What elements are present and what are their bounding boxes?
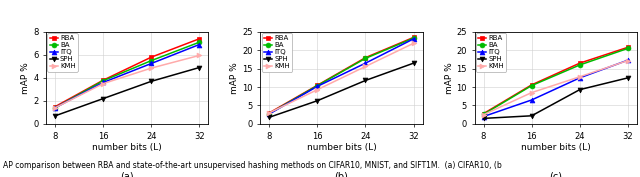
ITQ bbox=[266, 113, 273, 115]
KMH bbox=[314, 89, 321, 91]
KMH bbox=[266, 112, 273, 114]
ITQ bbox=[624, 59, 632, 61]
RBA bbox=[266, 112, 273, 114]
Legend: RBA, BA, ITQ, SPH, KMH: RBA, BA, ITQ, SPH, KMH bbox=[262, 33, 292, 72]
Line: KMH: KMH bbox=[52, 53, 202, 110]
Line: RBA: RBA bbox=[267, 35, 416, 115]
KMH bbox=[99, 83, 107, 85]
BA bbox=[51, 107, 59, 109]
ITQ bbox=[528, 99, 536, 101]
Line: BA: BA bbox=[52, 40, 202, 110]
KMH bbox=[410, 42, 417, 44]
RBA bbox=[147, 56, 155, 58]
Line: ITQ: ITQ bbox=[52, 42, 202, 110]
BA bbox=[624, 47, 632, 50]
Line: BA: BA bbox=[481, 46, 630, 117]
SPH bbox=[528, 115, 536, 117]
RBA bbox=[528, 84, 536, 86]
SPH bbox=[362, 79, 369, 82]
Y-axis label: mAP %: mAP % bbox=[230, 62, 239, 94]
BA bbox=[362, 57, 369, 59]
RBA bbox=[195, 38, 203, 40]
BA bbox=[195, 41, 203, 43]
ITQ bbox=[480, 115, 488, 118]
Line: KMH: KMH bbox=[481, 58, 630, 117]
Text: AP comparison between RBA and state-of-the-art unsupervised hashing methods on C: AP comparison between RBA and state-of-t… bbox=[3, 161, 502, 170]
KMH bbox=[147, 67, 155, 69]
SPH bbox=[195, 67, 203, 69]
ITQ bbox=[51, 107, 59, 109]
Legend: RBA, BA, ITQ, SPH, KMH: RBA, BA, ITQ, SPH, KMH bbox=[476, 33, 506, 72]
BA bbox=[528, 85, 536, 87]
ITQ bbox=[410, 38, 417, 40]
Text: (b): (b) bbox=[335, 172, 348, 177]
RBA bbox=[480, 113, 488, 115]
KMH bbox=[362, 65, 369, 68]
Line: SPH: SPH bbox=[481, 75, 630, 121]
RBA bbox=[410, 36, 417, 38]
ITQ bbox=[576, 77, 584, 79]
ITQ bbox=[362, 62, 369, 64]
SPH bbox=[576, 89, 584, 91]
SPH bbox=[480, 117, 488, 119]
Y-axis label: mAP %: mAP % bbox=[445, 62, 454, 94]
RBA bbox=[362, 57, 369, 59]
BA bbox=[314, 85, 321, 87]
BA bbox=[266, 113, 273, 115]
KMH bbox=[51, 107, 59, 109]
KMH bbox=[576, 76, 584, 78]
ITQ bbox=[314, 85, 321, 87]
KMH bbox=[624, 59, 632, 62]
SPH bbox=[51, 115, 59, 117]
Y-axis label: mAP %: mAP % bbox=[21, 62, 30, 94]
SPH bbox=[314, 100, 321, 102]
RBA bbox=[51, 105, 59, 108]
Line: RBA: RBA bbox=[52, 36, 202, 109]
SPH bbox=[410, 62, 417, 64]
BA bbox=[410, 37, 417, 39]
RBA bbox=[576, 62, 584, 64]
Line: SPH: SPH bbox=[52, 65, 202, 118]
BA bbox=[480, 113, 488, 115]
RBA bbox=[99, 79, 107, 81]
Line: ITQ: ITQ bbox=[267, 36, 416, 116]
RBA bbox=[314, 84, 321, 86]
Line: RBA: RBA bbox=[481, 45, 630, 116]
BA bbox=[147, 60, 155, 62]
SPH bbox=[624, 77, 632, 79]
ITQ bbox=[99, 81, 107, 84]
KMH bbox=[480, 114, 488, 116]
Line: KMH: KMH bbox=[267, 41, 416, 115]
BA bbox=[99, 80, 107, 82]
SPH bbox=[147, 80, 155, 82]
Line: ITQ: ITQ bbox=[481, 58, 630, 119]
KMH bbox=[195, 54, 203, 56]
BA bbox=[576, 64, 584, 66]
ITQ bbox=[195, 44, 203, 46]
SPH bbox=[266, 116, 273, 118]
Line: SPH: SPH bbox=[267, 61, 416, 120]
RBA bbox=[624, 46, 632, 48]
X-axis label: number bits (L): number bits (L) bbox=[307, 143, 376, 152]
X-axis label: number bits (L): number bits (L) bbox=[92, 143, 162, 152]
Text: (c): (c) bbox=[549, 172, 562, 177]
SPH bbox=[99, 98, 107, 100]
Legend: RBA, BA, ITQ, SPH, KMH: RBA, BA, ITQ, SPH, KMH bbox=[47, 33, 78, 72]
X-axis label: number bits (L): number bits (L) bbox=[521, 143, 591, 152]
KMH bbox=[528, 92, 536, 94]
Text: (a): (a) bbox=[120, 172, 134, 177]
Line: BA: BA bbox=[267, 36, 416, 116]
ITQ bbox=[147, 62, 155, 65]
